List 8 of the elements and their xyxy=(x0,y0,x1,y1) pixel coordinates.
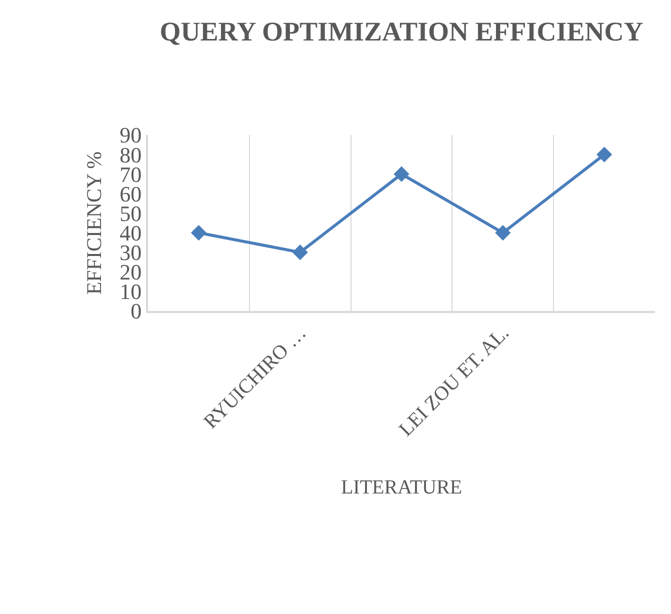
chart-title: QUERY OPTIMIZATION EFFICIENCY xyxy=(160,16,644,46)
point xyxy=(190,224,206,241)
point xyxy=(495,224,511,241)
x-axis-title: LITERATURE xyxy=(340,476,462,499)
point xyxy=(596,146,612,162)
y-axis-title: EFFICIENCY % xyxy=(82,151,106,295)
point xyxy=(292,244,308,260)
point xyxy=(394,166,410,182)
